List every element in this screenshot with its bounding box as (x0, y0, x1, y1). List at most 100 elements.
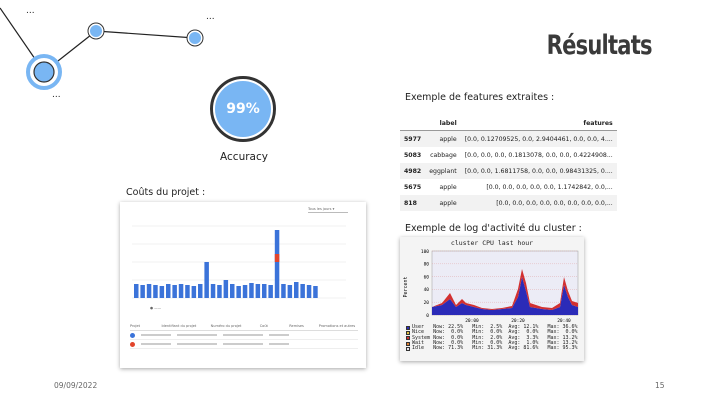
features-header-label: label (425, 116, 461, 131)
cluster-legend-swatch (406, 346, 410, 351)
cost-bar (262, 284, 267, 298)
costs-col-promotions: Promotions et autres (318, 324, 356, 328)
costs-table-header: Projet Identifiant du projet Numéro du p… (130, 324, 358, 331)
cost-bar (255, 284, 261, 298)
features-header-index (400, 116, 426, 131)
cluster-legend-row: System Now: 0.0% Min: 2.0% Avg: 3.3% Max… (406, 334, 578, 341)
cluster-legend-swatch (406, 336, 410, 341)
cost-bar (242, 285, 248, 298)
features-table-row: 5977 apple [0.0, 0.12709525, 0.0, 2.940446… (400, 130, 617, 147)
cost-bar (178, 284, 184, 298)
features-caption: Exemple de features extraites : (405, 92, 555, 103)
cluster-legend-text: Idle Now: 71.3% Min: 31.3% Avg: 81.6% Ma… (412, 345, 578, 352)
cluster-x-tick: 20:00 (465, 318, 479, 324)
slide-page-number: 15 (655, 381, 665, 390)
features-row-label: eggplant (425, 163, 461, 179)
features-row-values: [0.0, 0.0, 0.0, 0.0, 0.0, 0.0, 0.0, 0.0,… (460, 195, 617, 211)
cluster-legend-text: System Now: 0.0% Min: 2.0% Avg: 3.3% Max… (412, 334, 578, 341)
cluster-user-area (432, 277, 578, 315)
network-dots-2: ... (206, 12, 215, 22)
accuracy-label: Accuracy (220, 151, 268, 163)
cluster-legend-row: Idle Now: 71.3% Min: 31.3% Avg: 81.6% Ma… (406, 345, 578, 352)
accuracy-value: 99% (226, 101, 260, 117)
cost-bar (281, 284, 286, 298)
cost-bar (159, 286, 165, 298)
cluster-y-tick: 0 (426, 313, 429, 319)
costs-table: Projet Identifiant du projet Numéro du p… (130, 324, 358, 349)
features-table-panel: label features 5977 apple [0.0, 0.12709525… (400, 116, 617, 211)
cluster-legend-row: User Now: 22.5% Min: 2.5% Avg: 12.1% Max… (406, 324, 578, 330)
cost-bar (146, 284, 152, 298)
features-row-id: 818 (400, 195, 426, 211)
cost-bar (268, 285, 273, 298)
features-row-values: [0.0, 0.0, 0.0, 0.1813078, 0.0, 0.0, 0.4… (464, 151, 613, 159)
slide-title: Résultats (546, 30, 653, 61)
cost-bar (294, 282, 299, 298)
features-row-values: [0.0, 0.12709525, 0.0, 2.9404461, 0.0, 0… (460, 130, 617, 147)
cluster-x-tick: 20:40 (557, 318, 571, 324)
slide-date: 09/09/2022 (54, 381, 98, 390)
accuracy-badge: 99% (210, 76, 276, 142)
cost-bar (249, 283, 254, 298)
cost-bar (210, 284, 216, 298)
cluster-legend-row: Wait Now: 0.0% Min: 0.0% Avg: 1.0% Max: … (406, 339, 578, 346)
cost-bar (287, 285, 293, 298)
cost-bar (230, 284, 235, 298)
network-dots-3: ... (52, 90, 61, 100)
cluster-chart-title: cluster CPU last hour (450, 239, 534, 247)
cost-bar (274, 230, 280, 298)
costs-dropdown[interactable]: Tous les jours ▾ (308, 207, 348, 213)
costs-screenshot: Tous les jours ▾ ● —— Projet Identifiant… (120, 202, 366, 368)
network-graphic (0, 7, 204, 90)
costs-col-id: Identifiant du projet (161, 324, 197, 328)
cost-bar (198, 284, 203, 298)
cost-bar (217, 285, 222, 298)
costs-table-row[interactable] (130, 331, 358, 340)
cost-bar-red (274, 254, 280, 262)
costs-col-numero: Numéro du projet (210, 324, 242, 328)
cluster-cpu-chart: Percent 100 80 60 40 20 0 20:00 20:20 20:40 (403, 249, 579, 324)
costs-bar-chart (132, 225, 346, 299)
cluster-legend-swatch (406, 330, 410, 335)
costs-caption: Coûts du projet : (126, 187, 206, 198)
cluster-legend-text: User Now: 22.5% Min: 2.5% Avg: 12.1% Max… (412, 324, 578, 330)
features-table-row: 5083 cabbage [0.0, 0.0, 0.0, 0.1813078, 0.… (400, 147, 617, 163)
features-row-label: apple (439, 183, 457, 191)
cost-bar (153, 285, 158, 298)
cost-bar (140, 285, 145, 298)
features-row-id: 5675 (404, 183, 422, 191)
features-header-features: features (460, 116, 617, 131)
cluster-legend-swatch (406, 325, 410, 330)
features-row-id: 5083 (404, 151, 422, 159)
cluster-y-tick: 40 (424, 287, 430, 293)
cluster-legend-text: Wait Now: 0.0% Min: 0.0% Avg: 1.0% Max: … (412, 339, 578, 346)
costs-col-remises: Remises (289, 324, 304, 328)
features-row-id: 5977 (400, 130, 426, 147)
features-row-label: apple (425, 130, 461, 147)
features-row-values: [0.0, 0.0, 1.6811758, 0.0, 0.0, 0.984313… (460, 163, 617, 179)
costs-col-cout: Coût (259, 324, 268, 328)
cost-bar (172, 285, 177, 298)
cost-bar (134, 284, 139, 298)
cluster-screenshot: cluster CPU last hour Percent 100 80 60 40 2… (400, 237, 584, 361)
costs-table-row[interactable] (130, 340, 358, 349)
cost-bar (223, 280, 229, 298)
cluster-y-tick: 20 (424, 300, 430, 306)
features-row-label: cabbage (430, 151, 457, 159)
cluster-legend-row: Nice Now: 0.0% Min: 0.0% Avg: 0.0% Max: … (406, 329, 578, 335)
cost-bar (313, 286, 318, 298)
cluster-y-tick: 80 (424, 262, 430, 268)
cluster-legend: User Now: 22.5% Min: 2.5% Avg: 12.1% Max… (406, 324, 578, 352)
cluster-x-tick: 20:20 (511, 318, 525, 324)
cluster-legend-swatch (406, 341, 410, 346)
cost-bar (185, 285, 190, 298)
features-table-row: 818 apple [0.0, 0.0, 0.0, 0.0, 0.0, 0.0, 0… (400, 195, 617, 211)
cost-bar (166, 284, 171, 298)
cluster-y-tick: 60 (424, 274, 430, 280)
features-row-values: [0.0, 0.0, 0.0, 0.0, 0.0, 1.1742842, 0.0… (486, 183, 613, 191)
cost-bar (191, 286, 197, 298)
cluster-y-tick: 100 (421, 249, 429, 255)
cluster-ylabel: Percent (403, 276, 409, 297)
cost-bar (300, 284, 305, 298)
